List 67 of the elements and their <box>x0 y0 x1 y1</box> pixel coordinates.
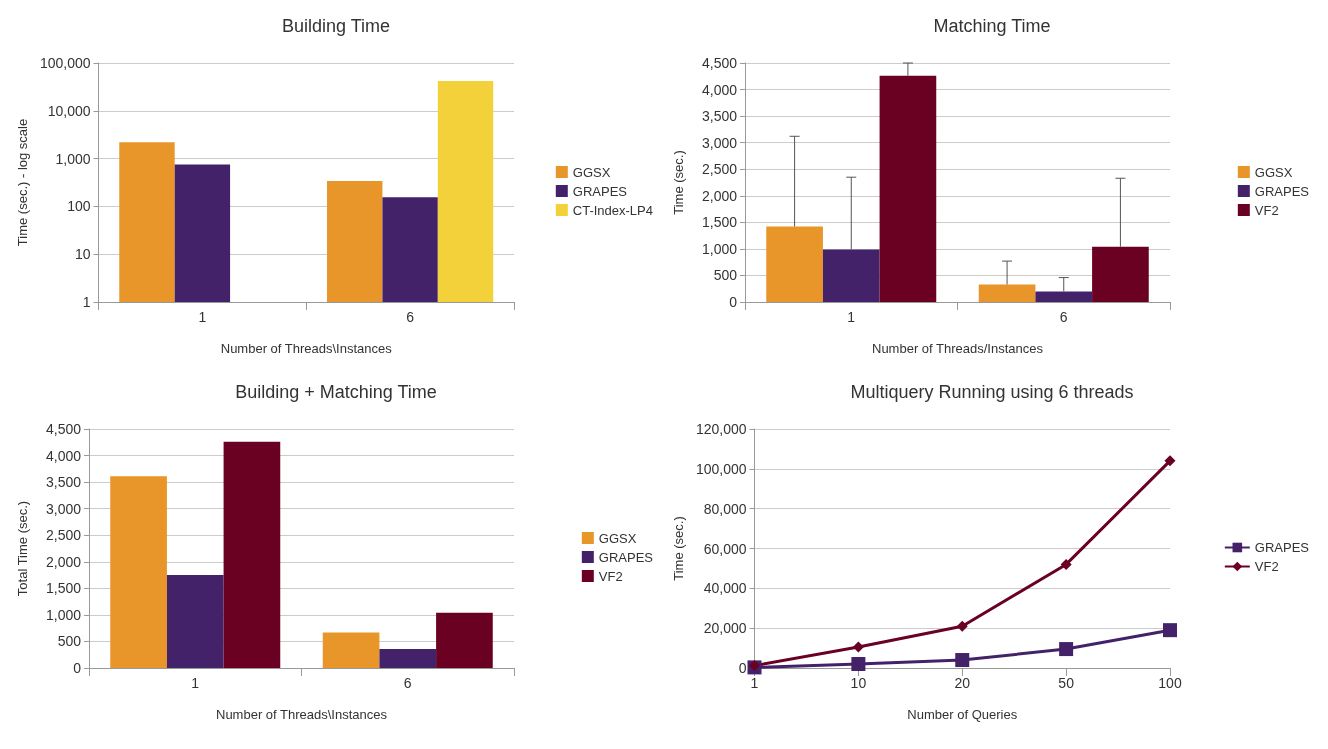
y-tick-label: 2,000 <box>45 553 82 570</box>
y-tick-label: 4,500 <box>45 421 82 437</box>
x-axis-title: Number of Threads\Instances <box>220 341 393 356</box>
legend-label: VF2 <box>1254 559 1279 574</box>
x-tick-label: 50 <box>1058 675 1075 691</box>
y-tick-label: 3,000 <box>45 500 82 517</box>
y-tick-label: 0 <box>738 660 747 676</box>
y-tick-label: 10,000 <box>47 102 91 119</box>
y-tick-label: 0 <box>729 294 738 310</box>
y-tick-label: 60,000 <box>703 540 747 557</box>
y-tick-label: 500 <box>713 267 738 284</box>
legend-label: GRAPES <box>598 549 654 565</box>
x-axis-title: Number of Threads/Instances <box>871 341 1044 356</box>
x-tick-label: 20 <box>954 675 971 691</box>
x-tick-label: 10 <box>850 675 867 691</box>
y-tick-label: 2,500 <box>45 527 82 544</box>
y-tick-label: 100 <box>67 198 91 215</box>
x-tick-label: 6 <box>1059 309 1068 325</box>
y-tick-label: 1,000 <box>55 150 91 167</box>
y-tick-label: 3,500 <box>45 474 82 491</box>
legend-label: VF2 <box>1254 202 1279 218</box>
y-tick-label: 0 <box>73 660 82 676</box>
legend-label: GRAPES <box>1254 183 1310 199</box>
y-tick-label: 3,500 <box>701 108 738 125</box>
legend-label: GGSX <box>572 164 611 180</box>
y-tick-label: 4,500 <box>701 55 738 71</box>
y-tick-label: 500 <box>57 633 82 650</box>
y-axis-title: Time (sec.) - log scale <box>15 118 30 247</box>
x-tick-label: 1 <box>191 675 200 691</box>
y-tick-label: 10 <box>74 246 91 263</box>
y-tick-label: 1,000 <box>701 240 738 257</box>
y-tick-label: 1,500 <box>701 214 738 231</box>
chart-title: Multiquery Running using 6 threads <box>850 382 1134 402</box>
y-tick-label: 2,000 <box>701 187 738 204</box>
x-tick-label: 100 <box>1158 675 1182 691</box>
y-tick-label: 100,000 <box>39 55 91 71</box>
y-tick-label: 20,000 <box>703 620 747 637</box>
legend-label: CT-Index-LP4 <box>572 202 653 218</box>
chart-title: Building Time <box>281 16 391 36</box>
x-tick-label: 1 <box>198 309 207 325</box>
x-tick-label: 6 <box>406 309 415 325</box>
legend-label: GRAPES <box>1254 540 1310 555</box>
legend-label: GGSX <box>598 530 637 546</box>
x-tick-label: 1 <box>847 309 856 325</box>
x-axis-title: Number of Queries <box>907 707 1018 722</box>
y-tick-label: 100,000 <box>695 460 747 477</box>
chart-title: Matching Time <box>933 16 1051 36</box>
y-tick-label: 1,000 <box>45 606 82 623</box>
x-axis-title: Number of Threads\Instances <box>215 707 388 722</box>
y-tick-label: 1 <box>82 294 91 310</box>
legend-label: GGSX <box>1254 164 1293 180</box>
y-axis-title: Time (sec.) <box>671 516 686 581</box>
x-tick-label: 6 <box>403 675 412 691</box>
chart-title: Building + Matching Time <box>235 382 437 402</box>
y-axis-title: Total Time (sec.) <box>15 500 30 597</box>
y-axis-title: Time (sec.) <box>671 150 686 215</box>
y-tick-label: 1,500 <box>45 580 82 597</box>
y-tick-label: 80,000 <box>703 500 747 517</box>
y-tick-label: 4,000 <box>701 81 738 98</box>
y-tick-label: 120,000 <box>695 421 747 437</box>
y-tick-label: 40,000 <box>703 580 747 597</box>
y-tick-label: 3,000 <box>701 134 738 151</box>
legend-label: VF2 <box>598 568 623 584</box>
y-tick-label: 4,000 <box>45 447 82 464</box>
legend-label: GRAPES <box>572 183 628 199</box>
y-tick-label: 2,500 <box>701 161 738 178</box>
x-tick-label: 1 <box>750 675 759 691</box>
